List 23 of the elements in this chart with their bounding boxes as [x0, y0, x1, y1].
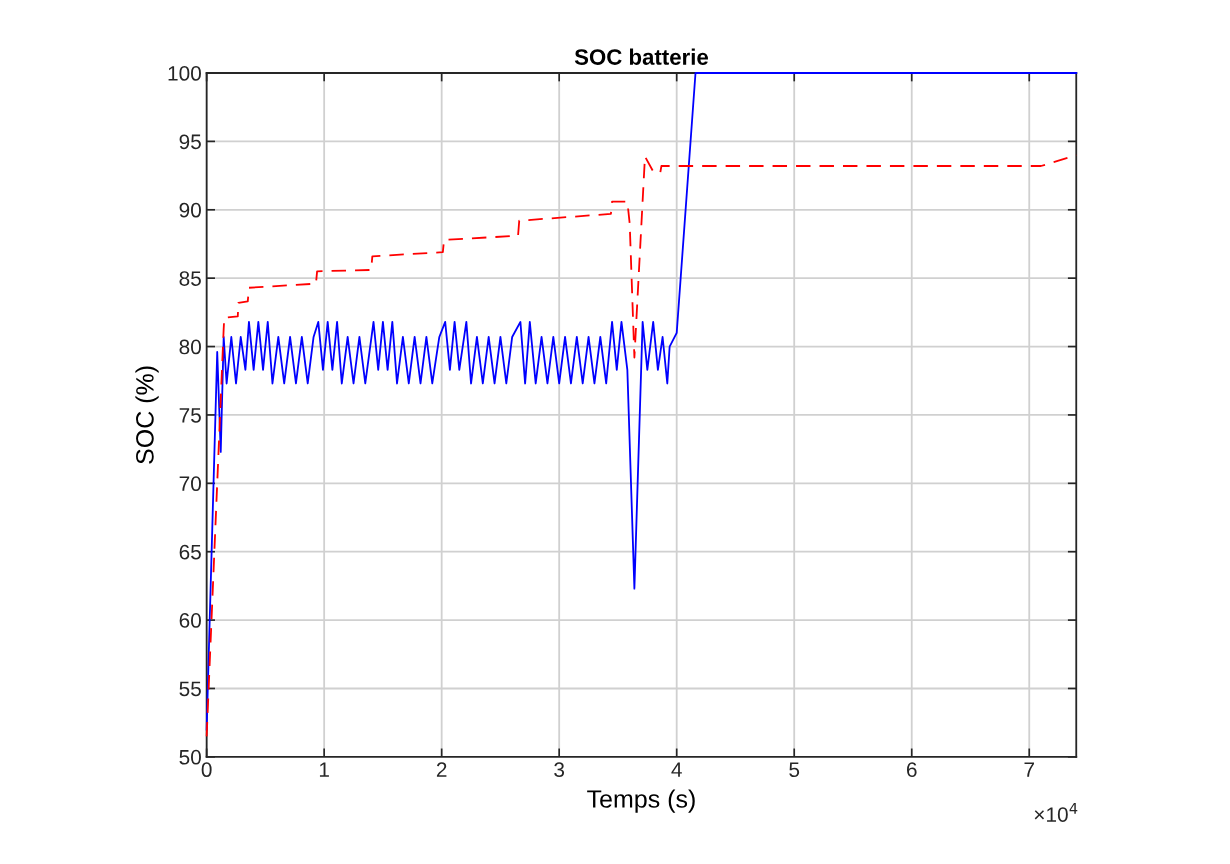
x-axis-title: Temps (s) [587, 789, 695, 813]
x-tick-label: 2 [436, 762, 447, 777]
x-tick-label: 3 [554, 762, 565, 778]
y-tick-label: 80 [179, 339, 201, 355]
y-tick-label: 55 [179, 681, 201, 697]
y-tick-label: 90 [179, 202, 201, 218]
y-tick-label: 65 [179, 544, 201, 560]
y-tick-label: 95 [179, 134, 201, 150]
x-tick-label: 6 [906, 762, 917, 778]
x-tick-label: 1 [319, 762, 329, 777]
y-tick-label: 60 [179, 613, 201, 628]
y-tick-label: 100 [168, 66, 201, 81]
y-tick-label: 75 [179, 408, 201, 423]
y-axis-title: SOC (%) [135, 366, 159, 464]
x-tick-label: 4 [671, 762, 682, 777]
x-tick-label: 0 [201, 762, 212, 778]
y-tick-label: 85 [179, 271, 201, 286]
x-tick-label: 7 [1024, 762, 1034, 777]
y-tick-label: 70 [179, 476, 201, 492]
x-tick-label: 5 [789, 762, 800, 778]
chart-title: SOC batterie [574, 48, 708, 65]
text: ×10$^{4}$ [1034, 803, 1078, 822]
y-tick-label: 50 [179, 749, 201, 765]
